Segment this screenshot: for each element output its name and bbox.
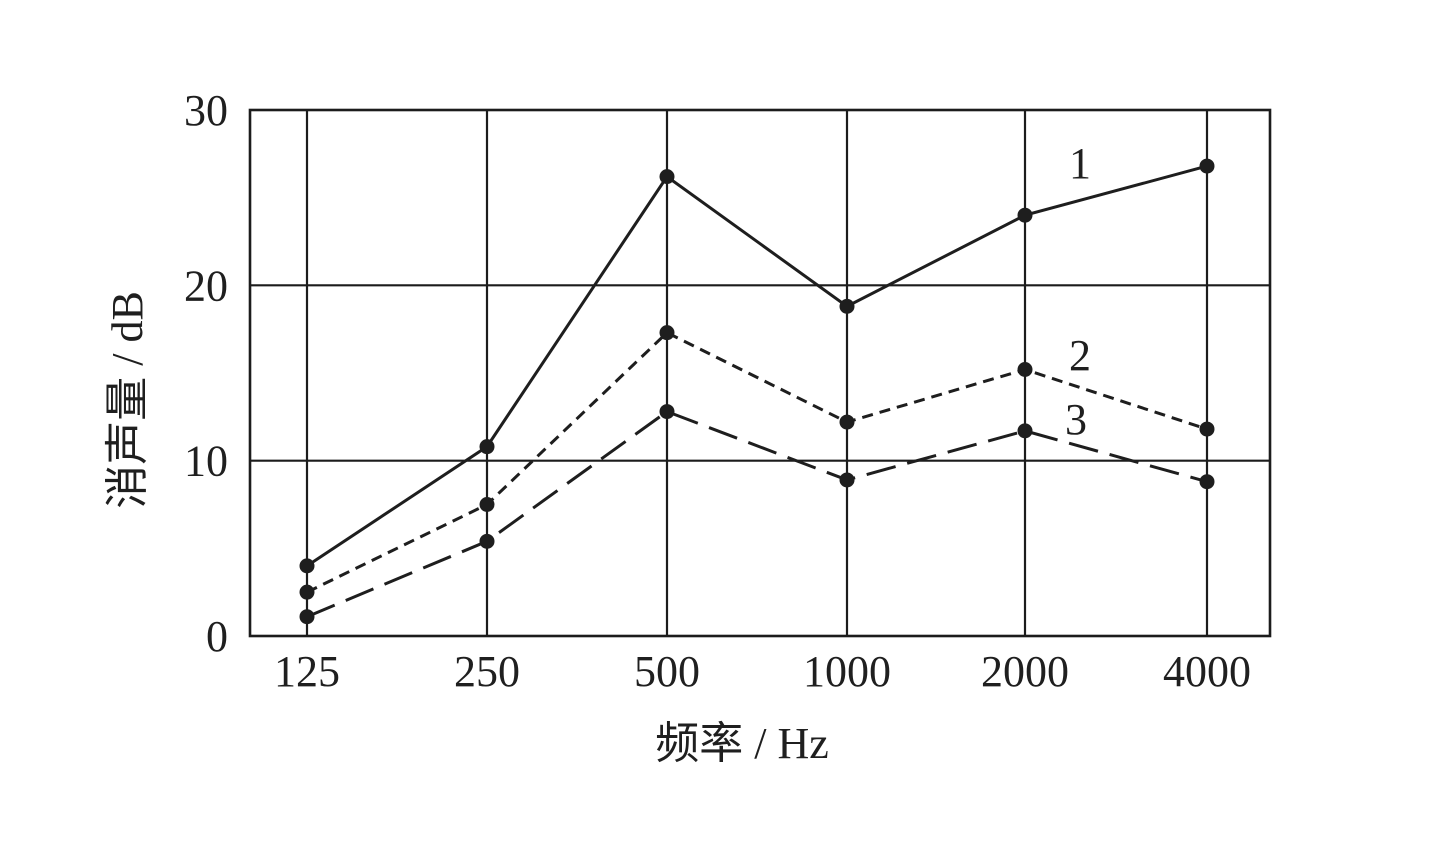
series-2-point-1000 (839, 414, 855, 430)
series-1-point-500 (659, 169, 675, 185)
plot-frame (248, 108, 1272, 638)
series-1-point-250 (479, 439, 495, 455)
series-2: 2 (299, 325, 1215, 600)
series-3-point-250 (479, 533, 495, 549)
x-tick-label: 1000 (803, 647, 891, 696)
x-tick-label: 250 (454, 647, 520, 696)
x-axis-title: 频率 / Hz (655, 719, 829, 768)
series-label-2: 2 (1069, 331, 1091, 380)
labels-group: 0 10 20 30 125 250 500 1000 2000 4000 (184, 86, 1251, 696)
series-2-point-500 (659, 325, 675, 341)
x-tick-label: 500 (634, 647, 700, 696)
series-3-line (306, 409, 1208, 619)
series-2-line (306, 330, 1208, 594)
y-tick-label: 30 (184, 86, 228, 135)
grid (250, 110, 1270, 636)
series-3: 3 (299, 395, 1215, 625)
series-1-line (306, 164, 1208, 568)
y-tick-label: 0 (206, 612, 228, 661)
series-3-point-4000 (1199, 474, 1215, 490)
series-label-3: 3 (1065, 395, 1087, 444)
y-axis-title: 消声量 / dB (103, 291, 152, 509)
x-tick-label: 4000 (1163, 647, 1251, 696)
series-label-1: 1 (1069, 139, 1091, 188)
series-1-point-1000 (839, 298, 855, 314)
series-1-point-125 (299, 558, 315, 574)
x-tick-label: 125 (274, 647, 340, 696)
series-1: 1 (299, 139, 1215, 574)
x-tick-label: 2000 (981, 647, 1069, 696)
y-tick-label: 10 (184, 437, 228, 486)
series-2-point-2000 (1017, 361, 1033, 377)
series-1-point-4000 (1199, 158, 1215, 174)
y-tick-label: 20 (184, 261, 228, 310)
series-2-point-125 (299, 584, 315, 600)
series-3-point-1000 (839, 472, 855, 488)
series-2-point-4000 (1199, 421, 1215, 437)
series-3-point-125 (299, 609, 315, 625)
series-group: 1 2 3 (299, 139, 1215, 625)
series-3-point-500 (659, 404, 675, 420)
series-3-point-2000 (1017, 423, 1033, 439)
series-1-point-2000 (1017, 207, 1033, 223)
series-2-point-250 (479, 497, 495, 512)
